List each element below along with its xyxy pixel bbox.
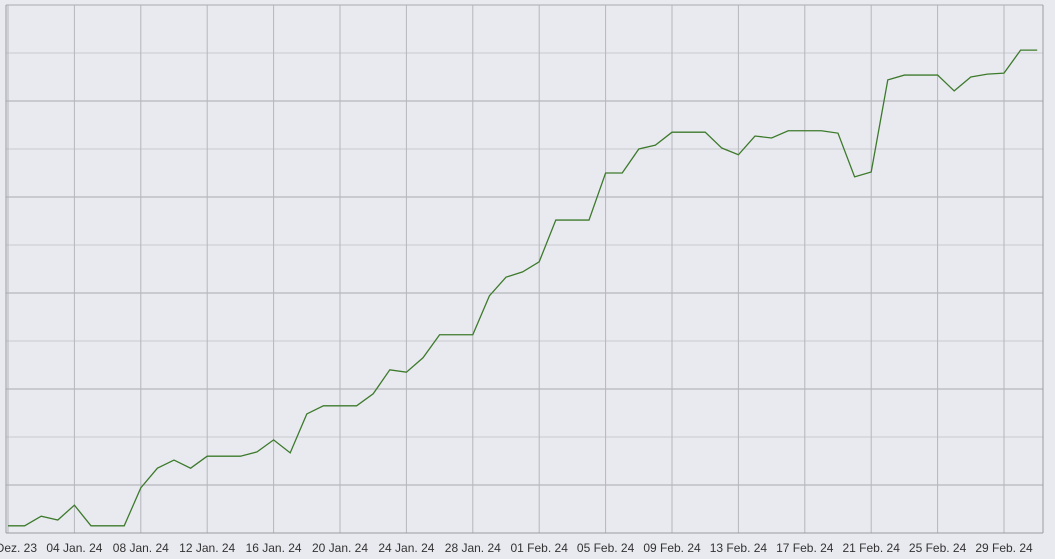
x-tick-label: 21 Feb. 24	[843, 541, 901, 555]
x-tick-label: 25 Feb. 24	[909, 541, 967, 555]
x-tick-label: 29 Feb. 24	[975, 541, 1033, 555]
x-tick-label: 28 Jan. 24	[445, 541, 501, 555]
x-tick-label: 24 Jan. 24	[378, 541, 434, 555]
x-tick-label: 17 Feb. 24	[776, 541, 834, 555]
x-tick-label: 20 Jan. 24	[312, 541, 368, 555]
x-tick-label: 04 Jan. 24	[46, 541, 102, 555]
line-series	[8, 49, 1038, 527]
x-tick-label: 05 Feb. 24	[577, 541, 635, 555]
x-tick-label: 01 Feb. 24	[511, 541, 569, 555]
x-tick-label: 09 Feb. 24	[643, 541, 701, 555]
x-tick-label: 16 Jan. 24	[246, 541, 302, 555]
x-tick-label: 08 Jan. 24	[113, 541, 169, 555]
x-tick-label: 13 Feb. 24	[710, 541, 768, 555]
x-tick-label: 12 Jan. 24	[179, 541, 235, 555]
x-tick-label: 31 Dez. 23	[0, 541, 37, 555]
